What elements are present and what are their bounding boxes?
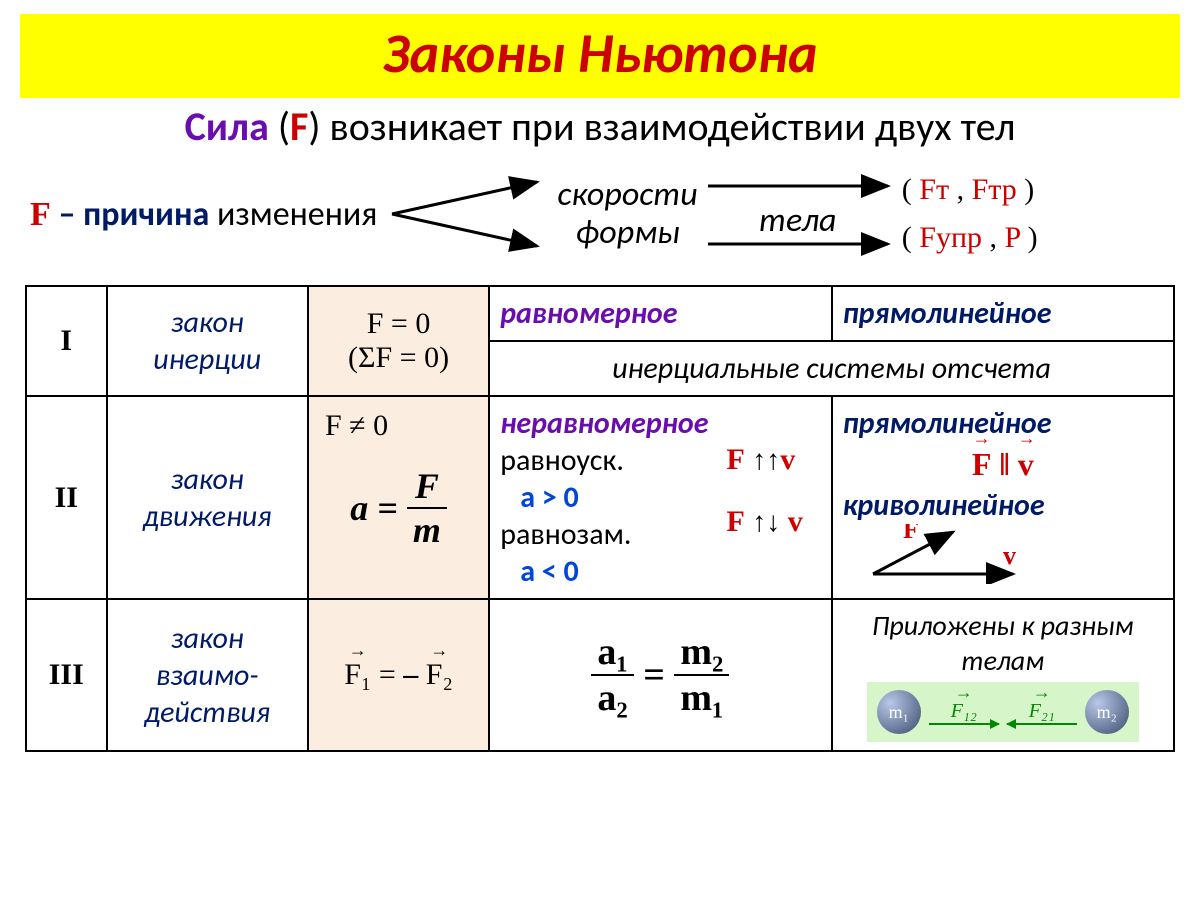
row1-c5: прямолинейное	[832, 286, 1174, 341]
row2-c4-l2: равнозам.	[500, 516, 708, 553]
branch-arrows	[377, 164, 557, 264]
row2-fv-opp: F ↑↓ v	[726, 477, 802, 539]
row1-name: закон инерции	[107, 286, 308, 396]
row3-c5-text: Приложены к разным телам	[843, 608, 1163, 678]
force-arrow-right-icon: F₁₂	[929, 700, 999, 725]
row2-c5-bot: криволинейное	[843, 487, 1163, 524]
cause-prichina: – причина	[51, 194, 210, 235]
cause-izm: изменения	[209, 194, 377, 235]
row3-num: III	[26, 599, 107, 751]
arrows-up-down-icon: ↑↓	[752, 510, 780, 535]
row2-name: закон движения	[107, 396, 308, 599]
mid-column: скорости формы	[557, 178, 697, 250]
row1-sub: инерциальные системы отсчета	[489, 341, 1174, 396]
arrows-up-up-icon: ↑↑	[752, 448, 780, 473]
svg-text:v: v	[1003, 541, 1016, 570]
tela-label: тела	[698, 200, 898, 241]
angle-vectors-icon: F v	[843, 524, 1023, 584]
row2-c4-l1: равноуск.	[500, 442, 708, 479]
formy: формы	[575, 216, 680, 250]
ball-m2: m₂	[1085, 690, 1129, 734]
row2-formula-top: F ≠ 0	[319, 409, 478, 443]
tela-wrap: тела	[698, 164, 898, 264]
subtitle-rest: возникает при взаимодействии двух тел	[320, 102, 1015, 151]
page-title: Законы Ньютона	[20, 14, 1180, 98]
row1-formula: F = 0 (ΣF = 0)	[308, 286, 489, 396]
bodies-diagram: m₁ F₁₂ F₂₁ m₂	[867, 682, 1139, 742]
cause-line: F – причина изменения скорости формы	[30, 159, 1180, 269]
row2-formula: F ≠ 0 a = Fm	[308, 396, 489, 599]
row2-num: II	[26, 396, 107, 599]
subtitle-sila: Сила	[185, 102, 269, 151]
force-arrow-left-icon: F₂₁	[1007, 700, 1077, 725]
ball-m1: m₁	[877, 690, 921, 734]
forces-bot: ( Fупр , P )	[902, 221, 1038, 255]
row3-formula: F₁ = – F₂	[308, 599, 489, 751]
row1-c4: равномерное	[489, 286, 831, 341]
row2-c5-angle: F v	[843, 524, 1163, 584]
right-forces: ( Fт , Fтр ) ( Fупр , P )	[902, 173, 1038, 255]
cause-F: F	[30, 196, 51, 233]
row2-c4-a2: a < 0	[500, 553, 708, 590]
fork-icon	[377, 164, 557, 264]
cause-left: F – причина изменения	[30, 194, 377, 235]
row2-fv-same: F ↑↑v	[726, 405, 802, 477]
subtitle-F: F	[290, 102, 308, 151]
laws-table: I закон инерции F = 0 (ΣF = 0) равномерн…	[25, 285, 1175, 752]
row3-c5: Приложены к разным телам m₁ F₁₂ F₂₁ m₂	[832, 599, 1174, 751]
row2-c5-top: прямолинейное	[843, 405, 1163, 442]
row1-formula-top: F = 0	[319, 307, 478, 341]
subtitle: Сила (F) возникает при взаимодействии дв…	[20, 102, 1180, 151]
skorosti: скорости	[557, 178, 697, 212]
row1-num: I	[26, 286, 107, 396]
row2-c4-a1: a > 0	[500, 479, 708, 516]
row3-name: закон взаимо-действия	[107, 599, 308, 751]
row2-c4: неравномерное равноуск. a > 0 равнозам. …	[489, 396, 831, 599]
row3-c4: a₁a₂ = m₂m₁	[489, 599, 831, 751]
row2-c5-parallel: F ‖ v	[843, 442, 1163, 487]
row2-formula-frac: a = Fm	[319, 465, 478, 551]
forces-top: ( Fт , Fтр )	[902, 173, 1038, 207]
row2-c4-head: неравномерное	[500, 405, 708, 442]
svg-text:F: F	[903, 524, 919, 544]
row2-c5: прямолинейное F ‖ v криволинейное	[832, 396, 1174, 599]
row1-formula-bot: (ΣF = 0)	[319, 341, 478, 375]
